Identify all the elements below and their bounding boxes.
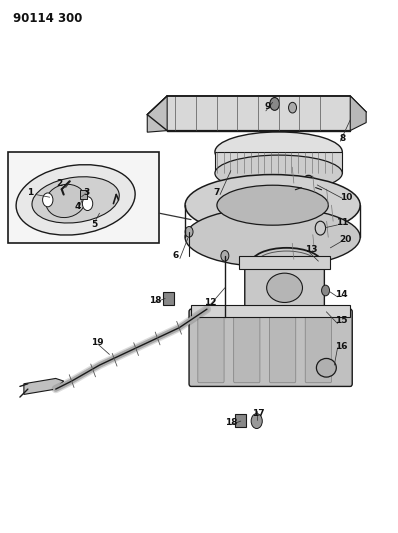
Text: 12: 12 <box>204 298 217 307</box>
Ellipse shape <box>316 358 336 377</box>
Text: 2: 2 <box>57 180 63 188</box>
Bar <box>235 414 246 427</box>
Ellipse shape <box>46 184 86 217</box>
Circle shape <box>315 221 326 235</box>
Text: 90114 300: 90114 300 <box>13 12 82 25</box>
Polygon shape <box>350 96 366 131</box>
Text: 14: 14 <box>335 290 348 298</box>
Ellipse shape <box>185 175 360 236</box>
FancyBboxPatch shape <box>245 261 324 314</box>
Ellipse shape <box>267 273 302 303</box>
Text: 18: 18 <box>225 418 238 427</box>
FancyBboxPatch shape <box>234 316 260 383</box>
Circle shape <box>270 98 279 110</box>
Text: 19: 19 <box>91 338 104 346</box>
FancyBboxPatch shape <box>189 309 352 386</box>
Text: 16: 16 <box>335 342 348 351</box>
FancyBboxPatch shape <box>269 316 296 383</box>
Circle shape <box>322 285 330 296</box>
FancyBboxPatch shape <box>191 305 350 317</box>
Text: 17: 17 <box>252 409 264 417</box>
Text: 18: 18 <box>149 296 162 304</box>
FancyBboxPatch shape <box>305 316 332 383</box>
Circle shape <box>43 193 53 207</box>
Ellipse shape <box>215 132 342 172</box>
Ellipse shape <box>215 155 342 191</box>
Text: 9: 9 <box>264 102 271 111</box>
Ellipse shape <box>32 177 119 223</box>
Text: 8: 8 <box>340 134 346 143</box>
Text: 5: 5 <box>92 221 98 229</box>
Text: 13: 13 <box>305 245 318 254</box>
Circle shape <box>301 175 316 195</box>
Circle shape <box>289 102 297 113</box>
Circle shape <box>185 227 193 237</box>
Circle shape <box>82 197 93 211</box>
Polygon shape <box>24 378 64 394</box>
Circle shape <box>221 251 229 261</box>
Text: 11: 11 <box>336 219 349 227</box>
Circle shape <box>251 414 262 429</box>
Ellipse shape <box>16 165 135 235</box>
Text: 10: 10 <box>340 193 353 201</box>
Text: 15: 15 <box>335 317 348 325</box>
Text: 20: 20 <box>339 236 352 244</box>
Polygon shape <box>147 96 167 132</box>
Text: 7: 7 <box>214 189 220 197</box>
FancyBboxPatch shape <box>215 152 342 173</box>
FancyBboxPatch shape <box>198 316 224 383</box>
Text: 6: 6 <box>173 252 179 260</box>
Text: 1: 1 <box>27 189 33 197</box>
Text: 4: 4 <box>74 203 81 211</box>
Ellipse shape <box>185 207 360 267</box>
Bar <box>80 190 87 199</box>
FancyBboxPatch shape <box>239 256 330 269</box>
Bar <box>163 292 174 305</box>
Text: 3: 3 <box>84 189 90 197</box>
Polygon shape <box>147 96 366 131</box>
FancyBboxPatch shape <box>8 152 159 243</box>
Ellipse shape <box>217 185 328 225</box>
